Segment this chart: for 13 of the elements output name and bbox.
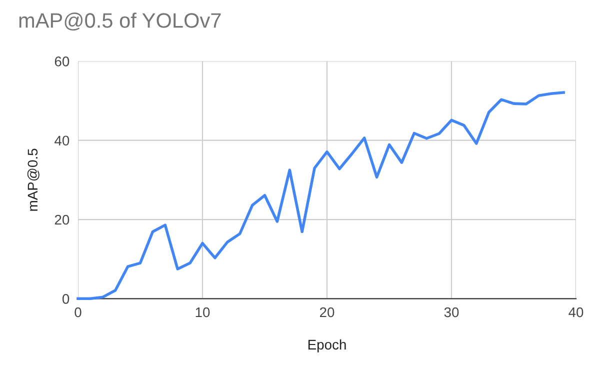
x-tick-label: 10 (196, 307, 210, 318)
y-tick-label: 40 (54, 136, 70, 146)
x-tick-label: 20 (320, 307, 334, 318)
y-axis-title: mAP@0.5 (27, 148, 40, 211)
x-axis-title: Epoch (308, 339, 346, 352)
y-tick-label: 20 (54, 214, 70, 225)
x-tick-label: 30 (444, 307, 459, 318)
x-tick-label: 0 (74, 307, 82, 318)
line-series (76, 91, 565, 300)
y-tick-label: 60 (54, 56, 70, 66)
chart-title: mAP@0.5 of YOLOv7 (19, 12, 221, 31)
x-tick-label: 40 (568, 307, 584, 318)
y-tick-label: 0 (62, 294, 70, 304)
